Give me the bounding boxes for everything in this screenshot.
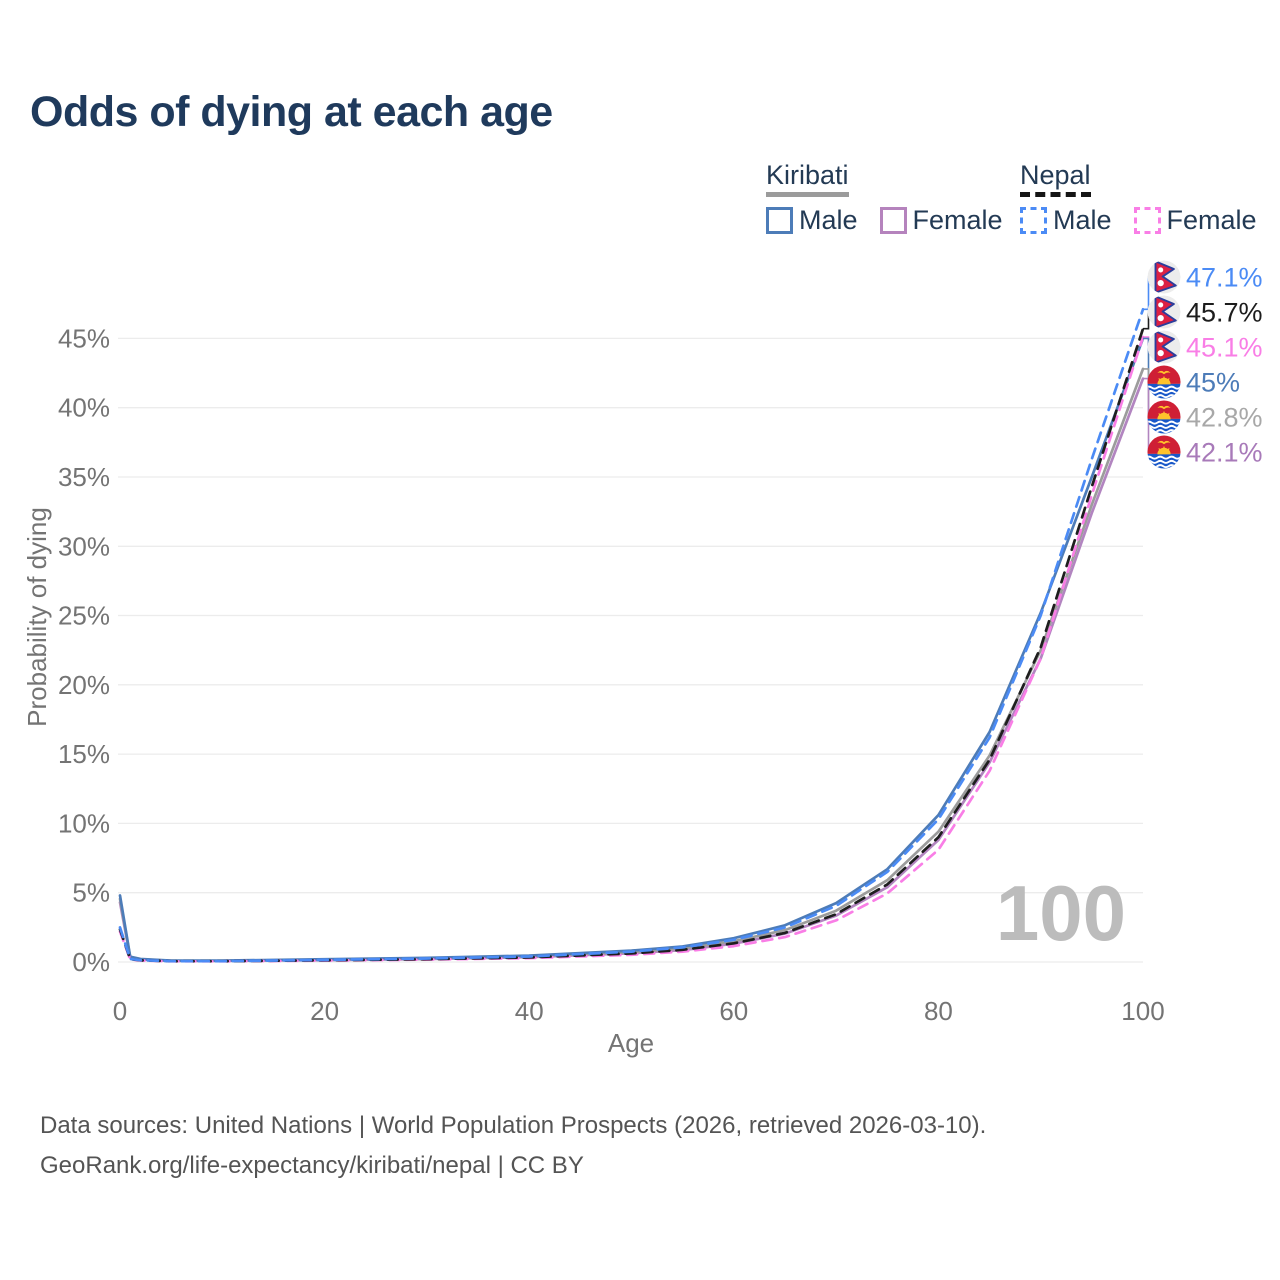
gridlines [118, 337, 1143, 963]
y-tick-label: 45% [58, 323, 110, 353]
series-line-kiribati-female [118, 377, 1145, 963]
page-title: Odds of dying at each age [30, 88, 553, 136]
x-tick-label: 40 [515, 996, 544, 1026]
nepal-flag-icon [1147, 330, 1180, 363]
end-value-label: 45.1% [1186, 333, 1263, 363]
legend-item-kiribati-male[interactable]: Male [766, 205, 858, 236]
end-value-label: 42.1% [1186, 438, 1263, 468]
legend-country-kiribati[interactable]: Kiribati [766, 161, 849, 198]
x-tick-label: 100 [1121, 996, 1164, 1026]
legend-item-label: Male [799, 205, 858, 236]
nepal-male-swatch-icon [1020, 207, 1047, 235]
nepal-female-swatch-icon [1133, 207, 1161, 235]
x-tick-label: 20 [310, 996, 339, 1026]
footer: Data sources: United Nations | World Pop… [40, 1106, 986, 1187]
end-value-label: 45% [1186, 368, 1240, 398]
end-value-labels: 47.1% 45.7% 45.1% 45% 42.8% 42.1% [1186, 263, 1263, 468]
series-line-kiribati-total [118, 367, 1145, 963]
series-line-nepal-male [118, 307, 1145, 963]
end-value-label: 45.7% [1186, 298, 1263, 328]
y-tick-label: 0% [72, 947, 110, 977]
series-line-kiribati-male [118, 337, 1145, 962]
y-tick-label: 20% [58, 670, 110, 700]
footer-sources: Data sources: United Nations | World Pop… [40, 1112, 987, 1139]
end-value-label: 47.1% [1186, 263, 1263, 293]
y-axis-tick-labels: 0% 5% 10% 15% 20% 25% 30% 35% 40% 45% [58, 323, 110, 977]
series-lines [118, 307, 1145, 963]
kiribati-flag-icon [1146, 400, 1186, 434]
legend-country-nepal[interactable]: Nepal [1020, 161, 1091, 198]
nepal-flag-icon [1147, 260, 1180, 293]
nepal-flag-icon [1147, 295, 1180, 328]
kiribati-flag-icon [1146, 435, 1186, 469]
y-tick-label: 25% [58, 601, 110, 631]
legend-row-nepal: Male Female [1020, 205, 1279, 236]
legend-item-label: Female [1166, 205, 1257, 236]
y-axis-title: Probability of dying [22, 507, 52, 727]
legend-item-label: Male [1053, 205, 1112, 236]
x-axis-tick-labels: 0 20 40 60 80 100 [113, 996, 1165, 1026]
x-tick-label: 60 [719, 996, 748, 1026]
y-tick-label: 15% [58, 739, 110, 769]
series-line-nepal-female [118, 335, 1145, 963]
series-line-nepal-total [118, 327, 1145, 963]
legend-item-nepal-female[interactable]: Female [1133, 205, 1257, 236]
legend-group-kiribati: Kiribati Male Female [766, 161, 1025, 236]
legend-item-kiribati-female[interactable]: Female [879, 205, 1003, 236]
footer-attribution: GeoRank.org/life-expectancy/kiribati/nep… [40, 1152, 584, 1180]
kiribati-flag-icon [1146, 365, 1186, 399]
legend-item-label: Female [912, 205, 1003, 236]
y-tick-label: 10% [58, 808, 110, 838]
y-tick-label: 35% [58, 462, 110, 492]
y-tick-label: 30% [58, 531, 110, 561]
kiribati-male-swatch-icon [766, 207, 793, 235]
y-tick-label: 5% [72, 878, 110, 908]
y-tick-label: 40% [58, 393, 110, 423]
legend-item-nepal-male[interactable]: Male [1020, 205, 1112, 236]
legend-group-nepal: Nepal Male Female [1020, 161, 1279, 236]
x-tick-label: 80 [924, 996, 953, 1026]
end-value-label: 42.8% [1186, 403, 1263, 433]
age-counter-watermark: 100 [996, 869, 1126, 957]
end-label-flags [1146, 260, 1186, 469]
legend-row-kiribati: Male Female [766, 205, 1025, 236]
kiribati-female-swatch-icon [879, 207, 907, 235]
x-tick-label: 0 [113, 996, 127, 1026]
x-axis-title: Age [608, 1028, 654, 1058]
